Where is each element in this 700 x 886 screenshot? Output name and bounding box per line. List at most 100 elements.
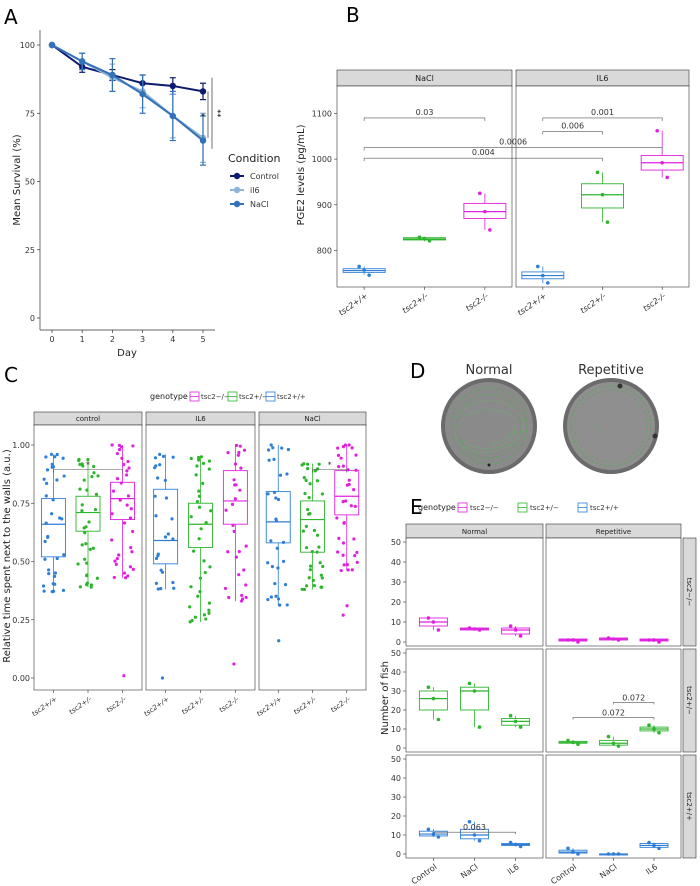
data-point <box>339 568 343 573</box>
data-point <box>115 557 119 561</box>
data-point <box>223 586 228 591</box>
data-point <box>281 540 286 544</box>
data-point <box>128 516 133 520</box>
data-point <box>300 463 304 467</box>
data-point <box>189 585 193 589</box>
legend-label: tsc2+/+ <box>277 393 306 401</box>
facet-strip-label: IL6 <box>195 415 206 423</box>
data-point <box>189 456 193 461</box>
data-point <box>238 488 242 492</box>
data-point <box>236 453 240 457</box>
data-point <box>197 537 201 541</box>
x-tick-label: Control <box>410 862 439 886</box>
data-point <box>53 571 58 575</box>
data-point <box>242 568 246 572</box>
data-point <box>191 549 196 553</box>
data-point <box>352 487 356 492</box>
data-point <box>156 587 160 591</box>
comparison-bracket <box>542 131 603 135</box>
comparison-label: * <box>328 461 332 470</box>
data-point <box>273 581 277 586</box>
data-point <box>566 738 570 743</box>
data-point <box>472 689 477 693</box>
data-point <box>422 236 427 241</box>
data-point-NaCl <box>169 112 176 120</box>
data-point <box>320 585 324 589</box>
x-tick-label: tsc2-/- <box>464 291 490 313</box>
data-point <box>78 487 82 491</box>
series-line-il6 <box>51 44 204 139</box>
comparison-bracket <box>433 831 516 835</box>
data-point <box>281 559 286 563</box>
data-point <box>611 741 616 746</box>
data-point <box>237 573 241 577</box>
data-point <box>652 638 656 642</box>
data-point <box>269 443 273 447</box>
facet-col-label: Normal <box>462 528 487 536</box>
data-point <box>154 556 159 561</box>
data-point <box>513 628 518 632</box>
data-point <box>45 468 50 472</box>
data-point <box>355 560 359 564</box>
legend-key-point <box>233 186 241 194</box>
data-point <box>230 502 235 507</box>
x-tick-label: 4 <box>170 335 175 344</box>
data-point <box>576 640 580 644</box>
data-point <box>336 446 340 450</box>
data-point <box>320 576 324 580</box>
legend-label: Control <box>250 172 279 181</box>
data-point <box>44 494 48 498</box>
data-point <box>305 462 310 466</box>
data-point <box>195 464 199 468</box>
data-point <box>652 843 656 848</box>
data-point <box>436 835 441 839</box>
data-point <box>315 533 320 537</box>
data-point <box>95 576 99 580</box>
data-point <box>467 681 472 686</box>
data-point <box>431 696 436 701</box>
data-point <box>657 731 661 735</box>
outlier-point <box>160 676 165 680</box>
y-tick-label: 40 <box>391 774 401 783</box>
data-point <box>96 474 100 478</box>
data-point <box>508 713 513 718</box>
y-tick-label: 0 <box>396 744 401 753</box>
data-point <box>354 453 358 457</box>
data-point <box>209 509 213 513</box>
x-tick-label: tsc2+/- <box>401 291 430 315</box>
data-point <box>606 636 611 640</box>
data-point <box>341 500 345 504</box>
data-point <box>49 452 54 456</box>
data-point <box>158 452 162 456</box>
data-point <box>342 563 346 567</box>
x-tick-label: tsc2+/- <box>68 695 94 716</box>
data-point <box>611 852 616 856</box>
data-point <box>353 554 357 558</box>
data-point <box>61 588 66 592</box>
facet-col-label: Repetitive <box>596 528 631 536</box>
data-point <box>242 448 247 452</box>
comparison-label: 0.006 <box>561 122 584 131</box>
data-point <box>339 456 343 460</box>
x-tick-label: tsc2+/- <box>579 291 608 315</box>
legend-label: NaCl <box>250 200 269 209</box>
x-tick-label: NaCl <box>598 862 618 880</box>
x-tick-label: tsc2-/- <box>105 695 128 715</box>
data-point <box>158 463 162 467</box>
data-point <box>278 473 283 477</box>
facet-strip-label: NaCl <box>304 415 320 423</box>
data-point <box>269 595 273 599</box>
facet-panel <box>545 754 682 859</box>
y-tick-label: 20 <box>391 598 401 607</box>
y-axis-title: Number of fish <box>380 661 391 735</box>
outlier-point <box>232 662 236 666</box>
data-point <box>43 539 47 544</box>
x-tick-label: IL6 <box>644 862 659 876</box>
data-point <box>41 584 46 588</box>
data-point <box>320 492 324 496</box>
data-point <box>166 532 170 536</box>
data-point <box>278 603 282 607</box>
data-point <box>302 476 306 480</box>
data-point <box>46 535 50 539</box>
data-point <box>156 554 160 558</box>
